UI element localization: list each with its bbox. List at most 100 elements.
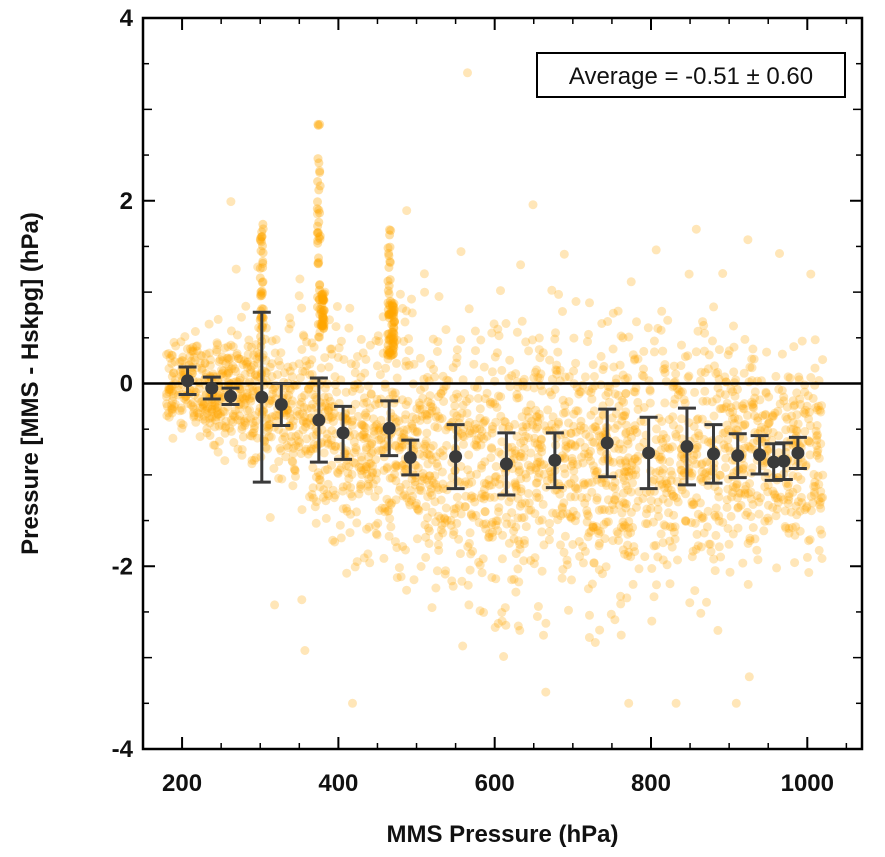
scatter-point xyxy=(303,384,313,394)
scatter-point xyxy=(702,396,712,406)
scatter-point xyxy=(490,352,500,362)
scatter-point xyxy=(507,448,517,458)
scatter-point xyxy=(412,504,422,514)
scatter-point xyxy=(242,391,252,401)
scatter-point xyxy=(564,397,574,407)
scatter-point xyxy=(703,364,713,374)
scatter-point xyxy=(583,511,593,521)
scatter-point xyxy=(424,523,433,533)
scatter-point xyxy=(365,440,375,450)
scatter-point xyxy=(188,402,198,412)
scatter-point xyxy=(571,427,581,437)
scatter-point xyxy=(516,452,525,462)
scatter-point xyxy=(367,468,377,478)
scatter-point xyxy=(596,446,606,456)
scatter-point xyxy=(482,388,492,398)
scatter-point xyxy=(425,408,435,418)
scatter-point xyxy=(585,432,594,442)
scatter-point xyxy=(262,426,272,436)
scatter-point xyxy=(374,337,384,346)
scatter-point xyxy=(355,384,365,394)
scatter-point xyxy=(392,461,402,471)
scatter-point xyxy=(624,516,634,526)
scatter-point xyxy=(475,606,485,616)
scatter-point xyxy=(438,371,448,381)
scatter-point xyxy=(662,479,672,489)
scatter-point xyxy=(481,479,491,489)
scatter-point xyxy=(250,421,260,431)
scatter-point xyxy=(318,492,328,502)
scatter-point xyxy=(676,465,686,475)
scatter-point xyxy=(437,467,447,477)
scatter-point xyxy=(806,506,816,516)
scatter-point xyxy=(296,397,306,407)
scatter-point xyxy=(368,479,378,489)
scatter-point xyxy=(688,546,698,556)
scatter-point xyxy=(690,387,700,397)
scatter-point xyxy=(489,319,499,329)
scatter-point xyxy=(812,448,822,457)
scatter-point xyxy=(538,499,548,509)
scatter-point xyxy=(762,347,772,357)
scatter-point xyxy=(562,555,572,565)
scatter-point xyxy=(312,228,322,238)
scatter-point xyxy=(229,438,239,447)
scatter-point xyxy=(364,486,374,496)
scatter-point xyxy=(321,513,331,523)
scatter-point xyxy=(750,534,760,544)
scatter-point xyxy=(688,455,698,465)
scatter-point xyxy=(349,437,359,447)
scatter-point xyxy=(755,395,765,405)
scatter-point xyxy=(509,526,519,536)
scatter-point xyxy=(739,368,749,378)
scatter-point xyxy=(627,457,637,467)
scatter-point xyxy=(584,386,594,396)
scatter-point xyxy=(719,440,729,450)
scatter-point xyxy=(744,489,753,498)
scatter-point xyxy=(605,382,615,392)
scatter-point xyxy=(330,490,340,500)
scatter-point xyxy=(614,401,624,411)
scatter-point xyxy=(356,484,366,494)
scatter-point xyxy=(221,416,231,426)
scatter-point xyxy=(461,491,471,501)
scatter-point xyxy=(421,552,431,562)
scatter-point xyxy=(714,434,724,444)
scatter-point xyxy=(312,209,322,219)
scatter-point xyxy=(578,558,588,568)
scatter-point xyxy=(454,501,464,511)
scatter-point xyxy=(814,495,824,505)
scatter-point xyxy=(425,471,435,481)
scatter-point xyxy=(474,557,484,567)
scatter-point xyxy=(226,426,236,436)
scatter-point xyxy=(300,646,310,655)
scatter-point xyxy=(690,433,700,443)
scatter-point xyxy=(594,431,604,441)
scatter-point xyxy=(188,398,198,408)
scatter-point xyxy=(663,483,673,493)
scatter-point xyxy=(462,408,472,418)
scatter-point xyxy=(162,399,172,409)
scatter-point xyxy=(651,540,661,550)
scatter-point xyxy=(471,440,481,450)
scatter-point xyxy=(191,417,201,427)
scatter-point xyxy=(493,324,503,334)
scatter-point xyxy=(249,424,259,434)
scatter-point xyxy=(231,264,241,274)
scatter-point xyxy=(724,539,734,549)
scatter-point xyxy=(810,363,820,373)
scatter-point xyxy=(265,362,275,372)
scatter-point xyxy=(212,407,222,416)
scatter-point xyxy=(794,375,804,385)
scatter-point xyxy=(713,367,723,377)
scatter-point xyxy=(624,467,634,477)
scatter-point xyxy=(578,458,588,468)
scatter-point xyxy=(557,503,567,513)
scatter-point xyxy=(388,305,398,315)
scatter-point xyxy=(320,353,330,363)
scatter-point xyxy=(560,452,570,462)
scatter-point xyxy=(779,392,789,402)
scatter-point xyxy=(601,562,611,572)
scatter-point xyxy=(623,373,633,383)
scatter-point xyxy=(372,394,382,404)
